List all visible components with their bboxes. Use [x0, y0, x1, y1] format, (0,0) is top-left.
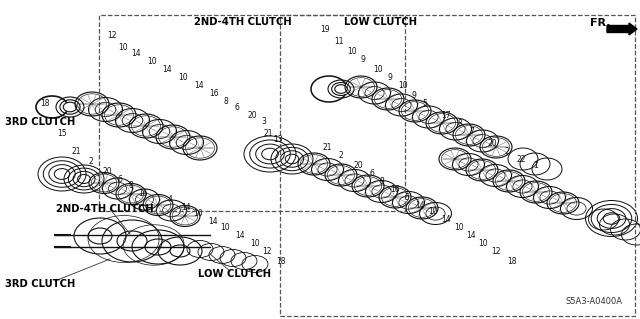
Text: 14: 14: [181, 203, 191, 211]
Text: 1: 1: [534, 161, 538, 170]
Text: 16: 16: [138, 189, 148, 197]
Text: 10: 10: [147, 57, 157, 66]
Text: 14: 14: [194, 80, 204, 90]
Text: 14: 14: [131, 49, 141, 58]
Text: 12: 12: [108, 31, 116, 40]
Text: 8: 8: [223, 97, 228, 106]
Text: FR.: FR.: [590, 18, 611, 28]
Text: 14: 14: [415, 201, 425, 210]
Text: 21: 21: [323, 143, 332, 152]
Text: 8: 8: [458, 118, 462, 128]
Text: S5A3-A0400A: S5A3-A0400A: [565, 296, 622, 306]
Text: 20: 20: [247, 112, 257, 121]
Text: 14: 14: [162, 65, 172, 75]
Text: 8: 8: [129, 182, 133, 190]
Text: 10: 10: [118, 42, 128, 51]
Text: 3RD CLUTCH: 3RD CLUTCH: [5, 279, 76, 289]
Text: 8: 8: [380, 176, 385, 186]
Text: 10: 10: [347, 47, 357, 56]
Text: 20: 20: [102, 167, 112, 175]
Text: 17: 17: [441, 112, 451, 121]
Text: 21: 21: [263, 130, 273, 138]
Text: 2: 2: [339, 152, 344, 160]
Text: 12: 12: [262, 247, 272, 256]
Text: 11: 11: [334, 36, 344, 46]
Text: 6: 6: [118, 174, 122, 183]
Text: 14: 14: [208, 218, 218, 226]
Text: 10: 10: [250, 239, 260, 248]
Text: 2ND-4TH CLUTCH: 2ND-4TH CLUTCH: [56, 204, 154, 214]
Text: 10: 10: [428, 207, 438, 217]
Text: 9: 9: [388, 73, 392, 83]
Text: 5: 5: [404, 192, 410, 202]
Text: 5: 5: [422, 99, 428, 108]
FancyArrow shape: [607, 23, 637, 35]
Text: 12: 12: [492, 247, 500, 256]
Text: 2: 2: [88, 157, 93, 166]
Text: 10: 10: [398, 81, 408, 91]
Text: 16: 16: [390, 184, 400, 194]
Text: 14: 14: [466, 232, 476, 241]
Text: 20: 20: [353, 161, 363, 170]
Text: 7: 7: [470, 127, 474, 136]
Text: 20: 20: [487, 138, 497, 147]
Text: 14: 14: [235, 232, 245, 241]
Text: 10: 10: [178, 73, 188, 83]
Text: 16: 16: [209, 90, 219, 99]
Text: LOW CLUTCH: LOW CLUTCH: [198, 269, 271, 279]
Text: 10: 10: [193, 210, 203, 219]
Text: 10: 10: [220, 224, 230, 233]
Text: 9: 9: [412, 91, 417, 100]
Text: 15: 15: [57, 130, 67, 138]
Text: 10: 10: [454, 224, 464, 233]
Text: 2ND-4TH CLUTCH: 2ND-4TH CLUTCH: [194, 17, 292, 27]
Text: 19: 19: [320, 25, 330, 33]
Text: 21: 21: [71, 146, 81, 155]
Text: 9: 9: [360, 56, 365, 64]
Text: 2: 2: [504, 147, 509, 157]
Text: 3: 3: [262, 116, 266, 125]
Text: 6: 6: [235, 102, 239, 112]
Text: 18: 18: [40, 100, 50, 108]
Text: 10: 10: [478, 240, 488, 249]
Text: LOW CLUTCH: LOW CLUTCH: [344, 17, 417, 27]
Text: 18: 18: [508, 256, 516, 265]
Text: 4: 4: [168, 196, 172, 204]
Text: 18: 18: [276, 256, 285, 265]
Text: 6: 6: [369, 169, 374, 179]
Text: 14: 14: [441, 216, 451, 225]
Text: 22: 22: [516, 154, 525, 164]
Text: 10: 10: [373, 64, 383, 73]
Text: 3RD CLUTCH: 3RD CLUTCH: [5, 117, 76, 127]
Text: 13: 13: [273, 135, 283, 144]
